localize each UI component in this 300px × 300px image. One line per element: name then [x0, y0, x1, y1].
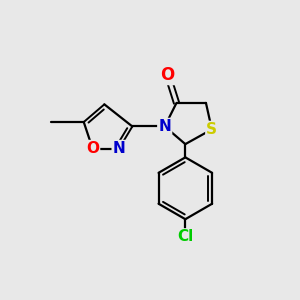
- Text: O: O: [86, 141, 99, 156]
- Text: O: O: [160, 66, 175, 84]
- Text: N: N: [113, 141, 125, 156]
- Text: S: S: [206, 122, 217, 137]
- Text: Cl: Cl: [177, 230, 194, 244]
- Text: N: N: [158, 119, 171, 134]
